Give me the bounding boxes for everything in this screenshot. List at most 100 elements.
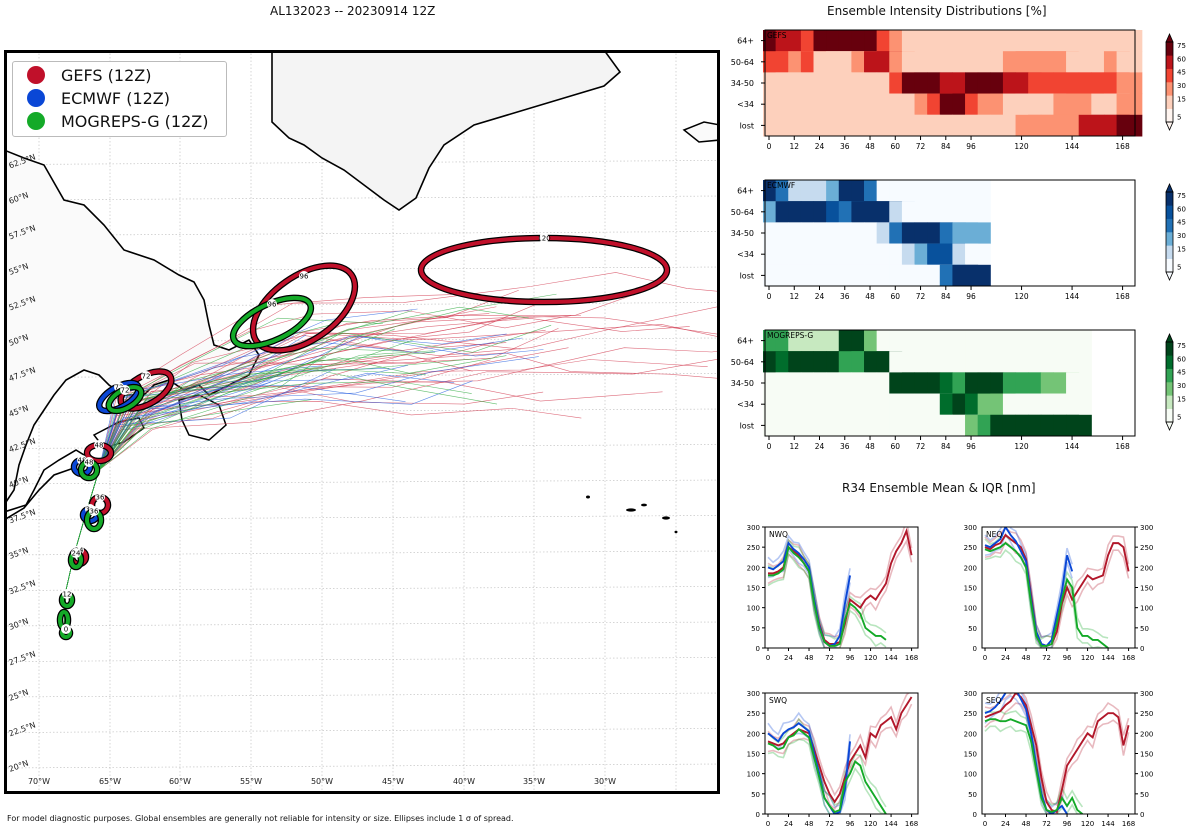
x-tick-label: 72	[916, 442, 926, 451]
heatmap-cell	[965, 180, 991, 202]
hour-label: 36	[90, 508, 99, 516]
r34-panel-neq: NEQ3002502001501005003002502001501005000…	[964, 524, 1154, 662]
y-tick-label-left: 200	[964, 564, 977, 572]
y-tick-label: 300	[747, 524, 760, 532]
x-tick-label: 48	[1022, 654, 1031, 662]
colorbar-tick-label: 60	[1177, 205, 1186, 213]
colorbar-band	[1166, 82, 1173, 96]
x-tick-label: 0	[767, 442, 772, 451]
hour-label: 24	[72, 550, 81, 558]
hour-label-bg	[120, 385, 130, 395]
colorbar-extend-bottom	[1165, 121, 1174, 131]
colorbar-frame	[1165, 41, 1174, 123]
colorbar-tick-label: 5	[1177, 114, 1181, 122]
x-tick-label: 60	[891, 442, 901, 451]
heatmap-cell	[965, 264, 991, 287]
y-tick-label: 300	[1140, 524, 1153, 532]
colorbar-tick-label: 60	[1177, 55, 1186, 63]
x-tick-label: 144	[1101, 820, 1115, 828]
colorbar-band	[1166, 408, 1173, 423]
x-tick-label: 48	[805, 820, 814, 828]
colorbar-band	[1166, 382, 1173, 396]
y-tick-label: 0	[756, 811, 760, 819]
colorbar-band	[1166, 245, 1173, 259]
longitude-label: 70°W	[28, 777, 50, 786]
y-tick-label-left: 0	[973, 811, 977, 819]
heatmap-model-label: MOGREPS-G	[767, 331, 813, 340]
longitude-label: 40°W	[453, 777, 475, 786]
x-tick-label: 96	[966, 442, 976, 451]
x-tick-label: 96	[966, 292, 976, 301]
panel-quadrant-label: SEQ	[986, 696, 1001, 705]
map-panel: 12096967272724848483636362424120 20°N22.…	[4, 50, 720, 794]
y-tick-label: 200	[1140, 564, 1153, 572]
x-tick-label: 96	[1063, 820, 1072, 828]
heatmap-model-label: ECMWF	[767, 181, 795, 190]
x-tick-label: 168	[1122, 820, 1135, 828]
colorbar-tick-label: 75	[1177, 42, 1186, 50]
heatmap-cell	[965, 222, 991, 245]
parallel-line	[6, 692, 718, 698]
azores-islands	[586, 495, 678, 534]
colorbar-band	[1166, 192, 1173, 206]
panel-quadrant-label: NWQ	[769, 530, 788, 539]
colorbar-band	[1166, 218, 1173, 233]
x-tick-label: 84	[941, 442, 951, 451]
heatmap-row-label: 64+	[737, 187, 754, 196]
x-tick-label: 96	[1063, 654, 1072, 662]
x-tick-label: 24	[784, 820, 793, 828]
y-tick-label-left: 250	[964, 544, 977, 552]
y-tick-label: 150	[1140, 585, 1153, 593]
colorbar-tick-label: 75	[1177, 192, 1186, 200]
y-tick-label-left: 50	[968, 791, 977, 799]
y-tick-label: 300	[747, 690, 760, 698]
iceland-edge	[682, 121, 718, 143]
x-tick-label: 168	[1115, 442, 1130, 451]
y-tick-label: 100	[1140, 771, 1153, 779]
parallel-line	[6, 657, 718, 662]
x-tick-label: 72	[825, 654, 834, 662]
intensity-heatmaps: GEFS 64+ 50-64 34-50 <34 lost 0 12 24 36 48 60 72 84 9…	[731, 29, 1186, 451]
spread-ellipse	[231, 295, 313, 349]
parallel-line	[6, 479, 718, 485]
heatmap-row-label: 50-64	[731, 58, 754, 67]
map-legend: GEFS (12Z) ECMWF (12Z) MOGREPS-G (12Z)	[12, 61, 227, 137]
legend-item-gefs: GEFS (12Z)	[27, 64, 151, 86]
hour-label-bg	[539, 233, 549, 243]
y-tick-label: 250	[1140, 544, 1153, 552]
x-tick-label: 0	[766, 820, 770, 828]
x-tick-label: 144	[1101, 654, 1115, 662]
hour-label-bg	[141, 371, 151, 381]
panel-lines	[984, 693, 1130, 814]
r34-panel-seq: SEQ3002502001501005003002502001501005000…	[964, 690, 1154, 828]
y-tick-label: 0	[1140, 811, 1144, 819]
x-tick-label: 48	[805, 654, 814, 662]
x-tick-label: 144	[1065, 442, 1080, 451]
heatmap-row-label: lost	[740, 271, 754, 280]
hour-label: 36	[96, 494, 105, 502]
heatmap-row-label: <34	[737, 250, 754, 259]
y-tick-label-left: 300	[964, 524, 977, 532]
colorbar-tick-label: 15	[1177, 245, 1186, 253]
y-tick-label: 100	[747, 605, 760, 613]
y-tick-label: 50	[1140, 625, 1149, 633]
x-tick-label: 120	[864, 654, 877, 662]
colorbar-band	[1166, 368, 1173, 383]
hour-label: 48	[95, 442, 104, 450]
x-tick-label: 96	[846, 654, 855, 662]
colorbar-tick-label: 45	[1177, 219, 1186, 227]
panel-lines	[767, 693, 913, 814]
heatmap-cell	[1116, 114, 1143, 137]
heatmap-cell	[1066, 330, 1092, 352]
parallel-line	[6, 728, 718, 733]
gefs-marker-icon	[27, 66, 45, 84]
colorbar-tick-label: 15	[1177, 95, 1186, 103]
colorbar-band	[1166, 355, 1173, 369]
colorbar-tick-label: 45	[1177, 69, 1186, 77]
parallel-line	[6, 550, 718, 556]
iqr-line	[767, 703, 913, 811]
x-tick-label: 168	[905, 820, 918, 828]
panel-quadrant-label: SWQ	[769, 696, 787, 705]
mogreps-marker-icon	[27, 112, 45, 130]
longitude-label: 60°W	[169, 777, 191, 786]
